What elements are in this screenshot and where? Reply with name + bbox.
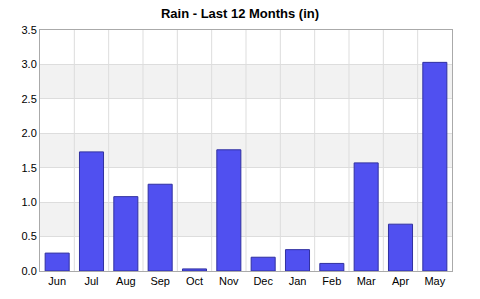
svg-text:Aug: Aug [116, 275, 136, 287]
svg-text:1.5: 1.5 [22, 162, 37, 174]
svg-text:May: May [424, 275, 445, 287]
svg-text:Jan: Jan [289, 275, 307, 287]
svg-text:1.0: 1.0 [22, 196, 37, 208]
svg-text:3.0: 3.0 [22, 58, 37, 70]
svg-text:Mar: Mar [357, 275, 376, 287]
svg-text:Jul: Jul [84, 275, 98, 287]
svg-text:3.5: 3.5 [22, 24, 37, 36]
svg-text:Apr: Apr [392, 275, 409, 287]
svg-text:Sep: Sep [150, 275, 170, 287]
svg-text:Nov: Nov [219, 275, 239, 287]
svg-text:Jun: Jun [48, 275, 66, 287]
svg-text:Dec: Dec [253, 275, 273, 287]
svg-text:0.0: 0.0 [22, 265, 37, 277]
svg-text:Rain - Last 12 Months (in): Rain - Last 12 Months (in) [161, 6, 319, 21]
svg-text:0.5: 0.5 [22, 230, 37, 242]
svg-text:Feb: Feb [322, 275, 341, 287]
svg-text:2.5: 2.5 [22, 93, 37, 105]
svg-text:Oct: Oct [186, 275, 203, 287]
svg-text:2.0: 2.0 [22, 127, 37, 139]
